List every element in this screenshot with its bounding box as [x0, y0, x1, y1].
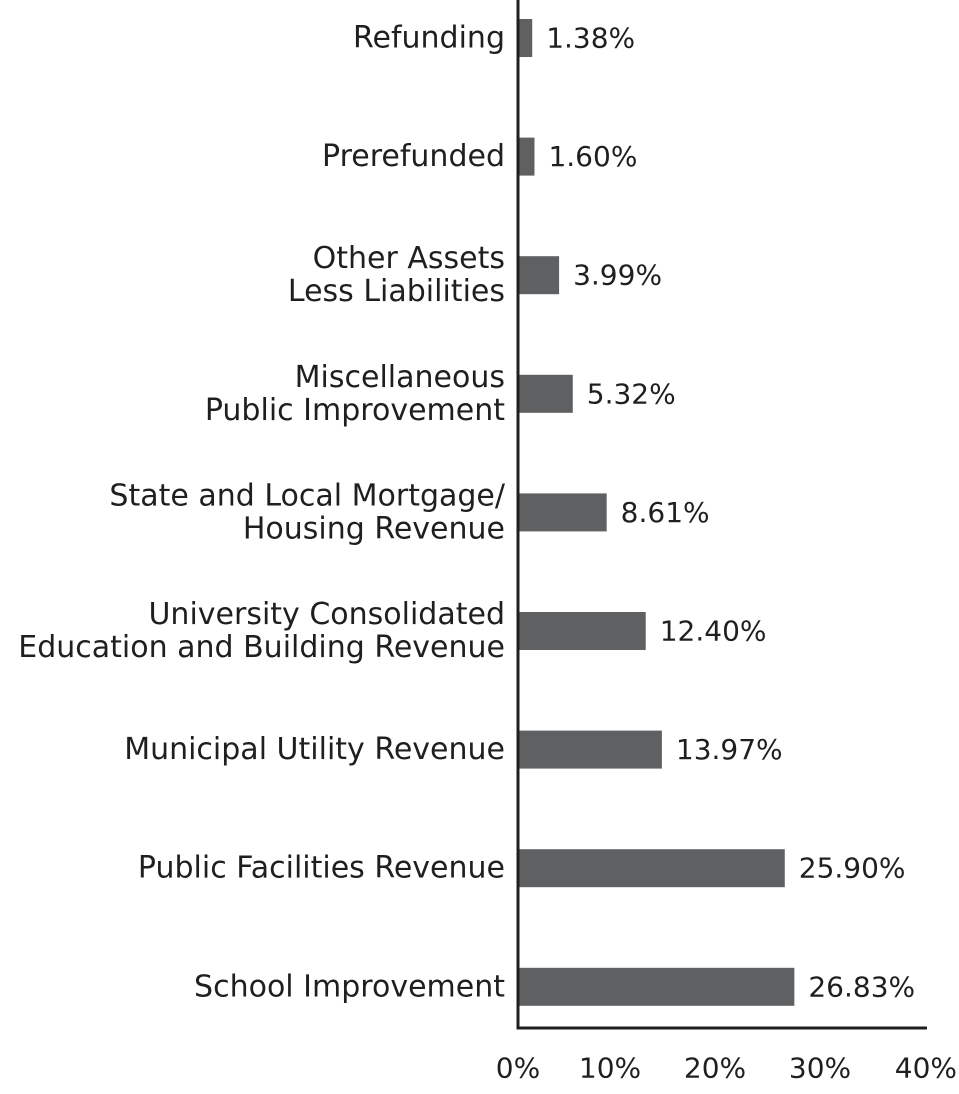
bar-4	[518, 493, 607, 532]
category-label-7-line-0: Public Facilities Revenue	[138, 851, 505, 886]
category-label-1-line-0: Prerefunded	[322, 139, 505, 174]
value-label-4: 8.61%	[621, 496, 710, 529]
value-label-7: 25.90%	[799, 852, 906, 885]
x-tick-label-3: 30%	[789, 1052, 851, 1085]
value-label-0: 1.38%	[546, 22, 635, 55]
category-label-2-line-0: Other Assets	[313, 241, 505, 276]
category-label-0-line-0: Refunding	[353, 21, 505, 56]
value-label-8: 26.83%	[808, 970, 915, 1003]
x-tick-label-4: 40%	[895, 1052, 957, 1085]
category-label-5-line-0: University Consolidated	[148, 597, 505, 632]
value-labels-layer: 1.38% 1.60% 3.99% 5.32% 8.61% 12.40% 13.97% 25.…	[546, 22, 915, 1004]
x-tick-label-0: 0%	[496, 1052, 540, 1085]
bar-3	[518, 374, 573, 413]
value-label-6: 13.97%	[676, 733, 783, 766]
bars-layer	[518, 19, 795, 1006]
category-label-4-line-1: Housing Revenue	[243, 511, 505, 546]
bar-1	[518, 137, 535, 176]
bar-7	[518, 849, 785, 888]
category-label-8-line-0: School Improvement	[194, 969, 505, 1004]
bar-5	[518, 612, 646, 650]
x-tick-labels-layer: 0% 10% 20% 30% 40%	[496, 1052, 957, 1085]
bar-6	[518, 730, 662, 769]
category-label-4-line-0: State and Local Mortgage/	[109, 478, 505, 513]
bar-8	[518, 967, 795, 1006]
value-label-1: 1.60%	[548, 140, 637, 173]
value-label-3: 5.32%	[587, 377, 676, 410]
category-label-5-line-1: Education and Building Revenue	[18, 630, 505, 665]
value-label-5: 12.40%	[660, 615, 767, 648]
category-label-6-line-0: Municipal Utility Revenue	[124, 732, 505, 767]
axes-layer	[516, 0, 927, 1030]
x-tick-label-2: 20%	[684, 1052, 746, 1085]
category-label-3-line-1: Public Improvement	[205, 393, 505, 428]
bar-2	[518, 256, 560, 295]
category-label-3-line-0: Miscellaneous	[295, 360, 505, 395]
value-label-2: 3.99%	[573, 259, 662, 292]
x-tick-label-1: 10%	[579, 1052, 641, 1085]
category-label-2-line-1: Less Liabilities	[288, 274, 505, 309]
bar-0	[518, 19, 533, 57]
